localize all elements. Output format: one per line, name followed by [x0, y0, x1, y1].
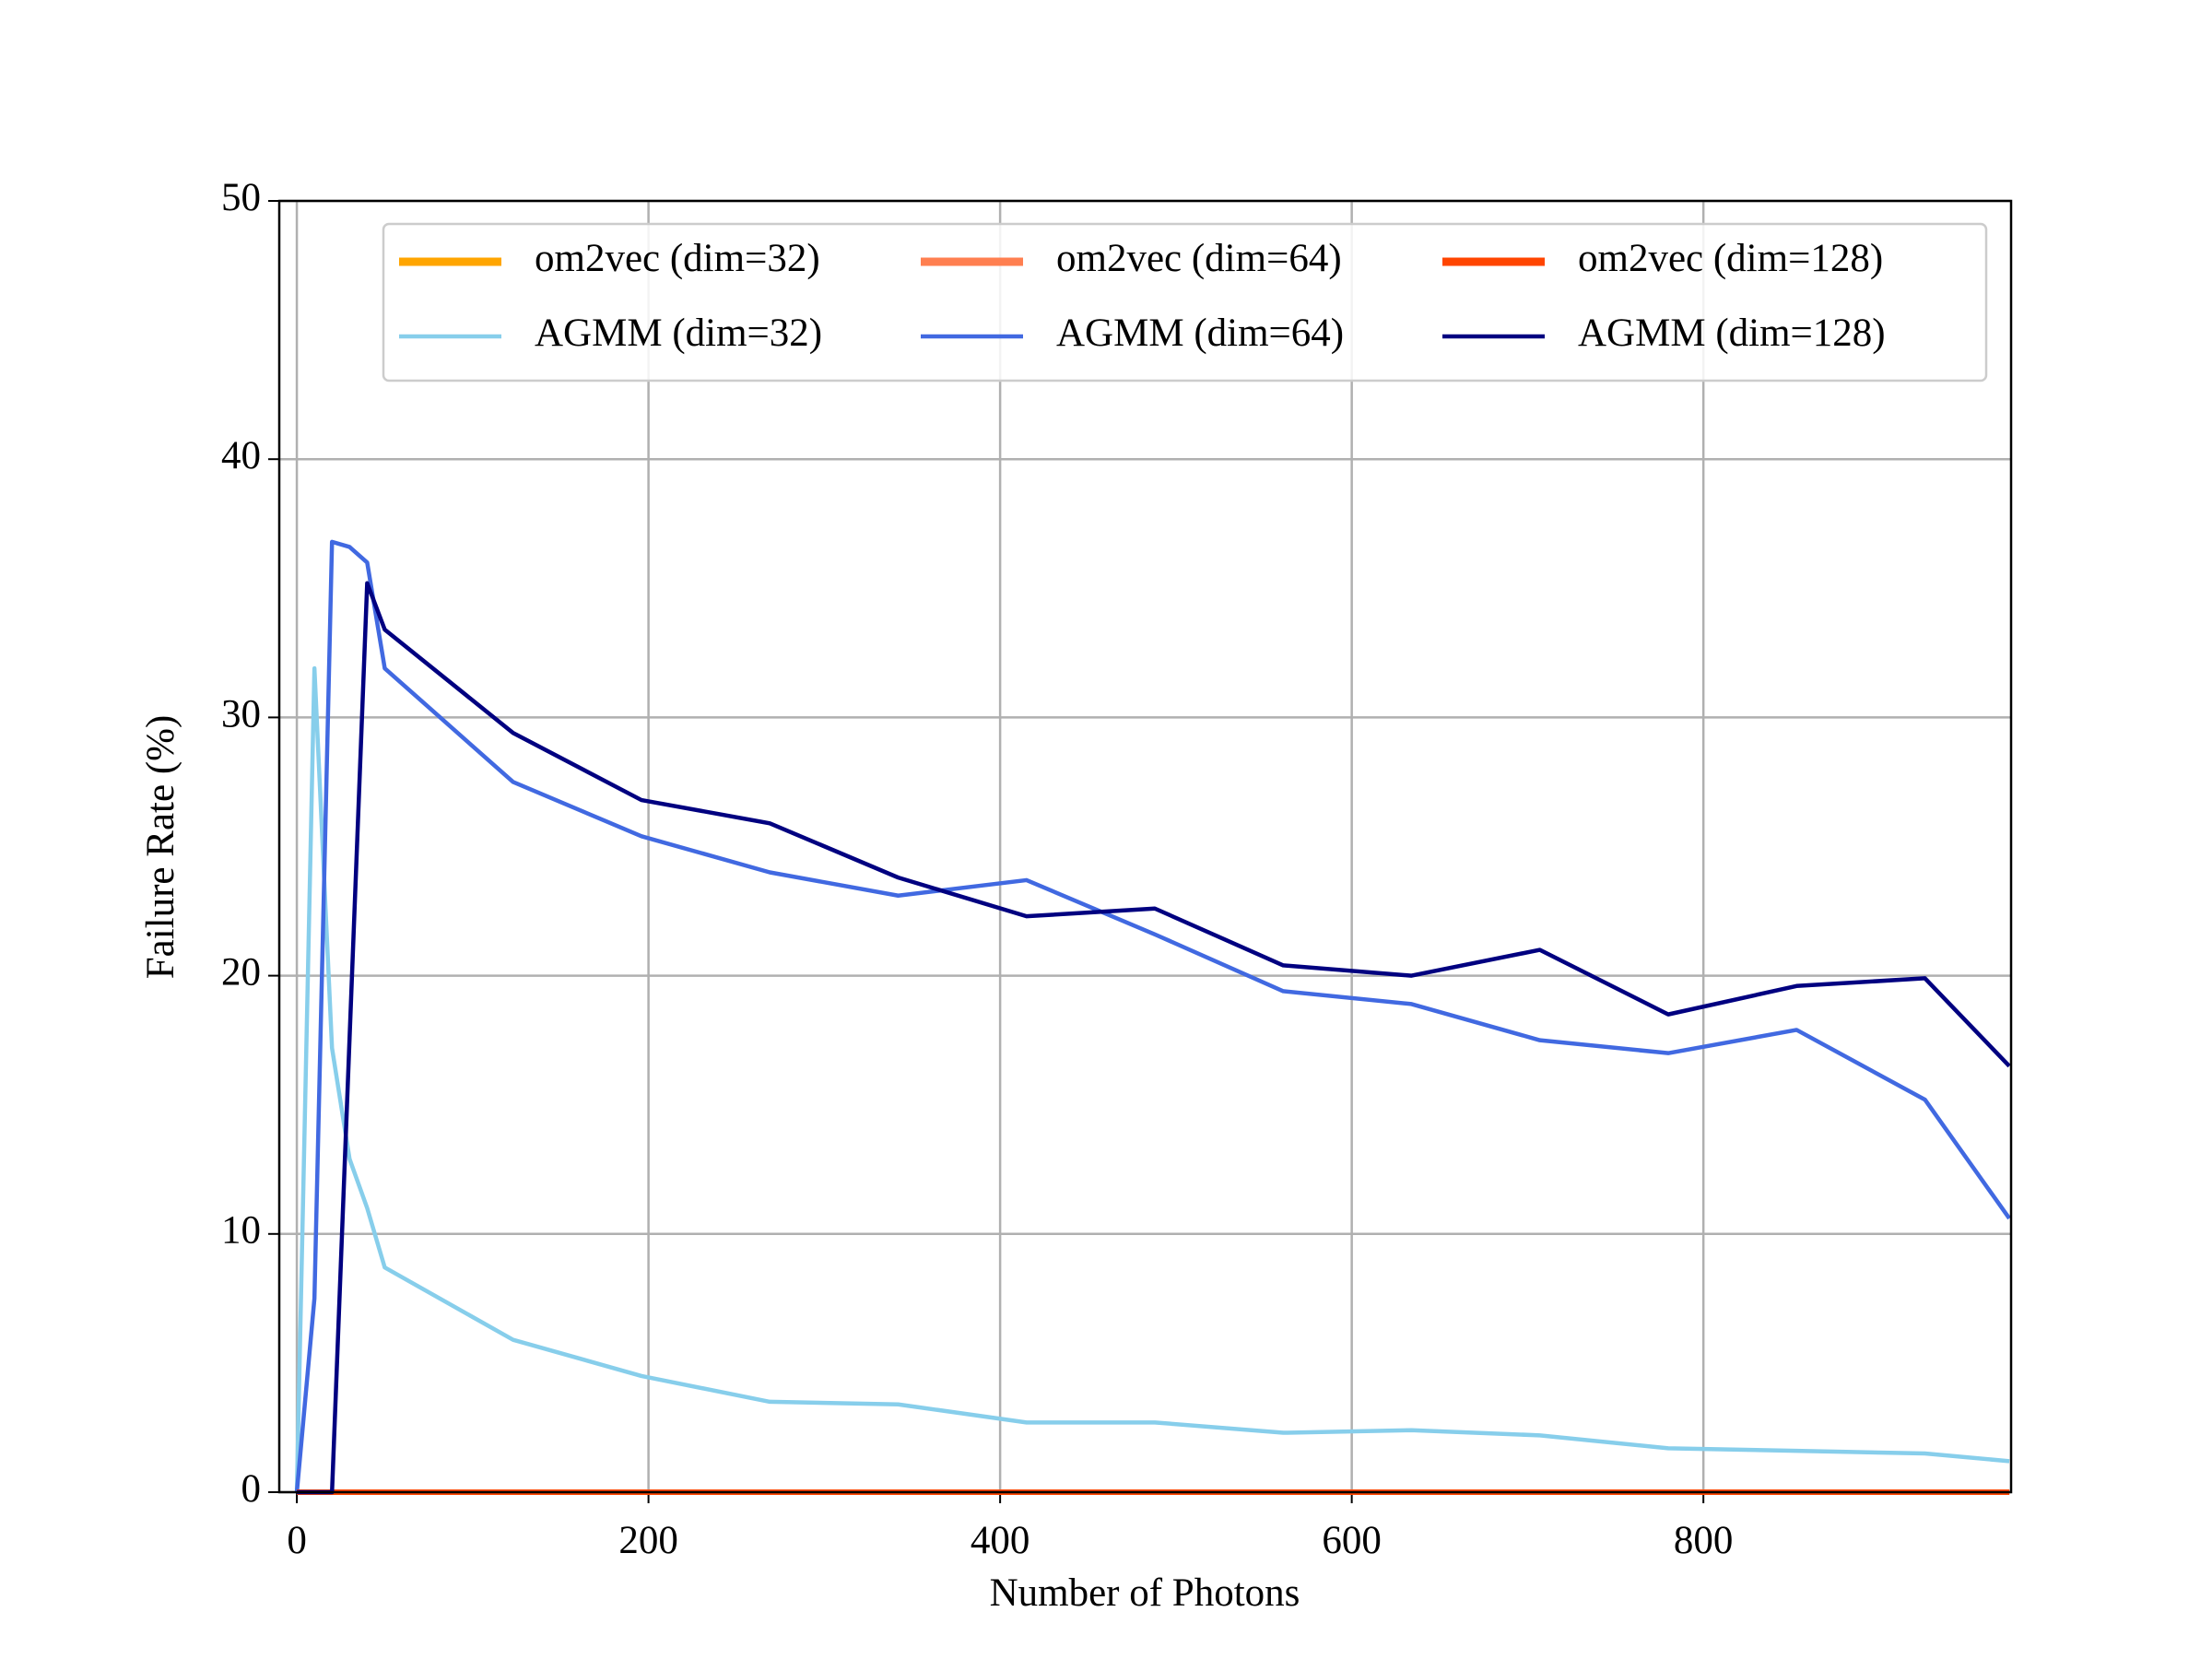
- legend-label: om2vec (dim=128): [1578, 237, 1883, 280]
- legend-label: om2vec (dim=64): [1056, 237, 1342, 280]
- series-line: [297, 581, 2011, 1495]
- legend-label: AGMM (dim=64): [1056, 312, 1344, 355]
- series-line: [294, 539, 2011, 1493]
- x-tick-label: 600: [1322, 1519, 1382, 1562]
- x-tick-label: 200: [618, 1519, 678, 1562]
- x-axis-label: Number of Photons: [990, 1571, 1300, 1615]
- y-axis-label: Failure Rate (%): [139, 715, 182, 980]
- x-tick-label: 0: [287, 1519, 307, 1562]
- legend-label: AGMM (dim=128): [1578, 312, 1886, 355]
- y-tick-label: 50: [221, 176, 261, 219]
- y-tick-label: 20: [221, 950, 261, 994]
- legend-label: om2vec (dim=32): [535, 237, 820, 280]
- y-tick-label: 40: [221, 434, 261, 477]
- y-tick-label: 10: [221, 1209, 261, 1253]
- legend-label: AGMM (dim=32): [535, 312, 822, 355]
- y-tick-label: 0: [241, 1467, 262, 1511]
- plot-frame: [277, 199, 2013, 1494]
- y-tick-label: 30: [221, 692, 261, 735]
- legend-box: [382, 222, 1988, 382]
- x-tick-label: 800: [1674, 1519, 1734, 1562]
- x-tick-label: 400: [971, 1519, 1030, 1562]
- series-line: [294, 665, 2010, 1493]
